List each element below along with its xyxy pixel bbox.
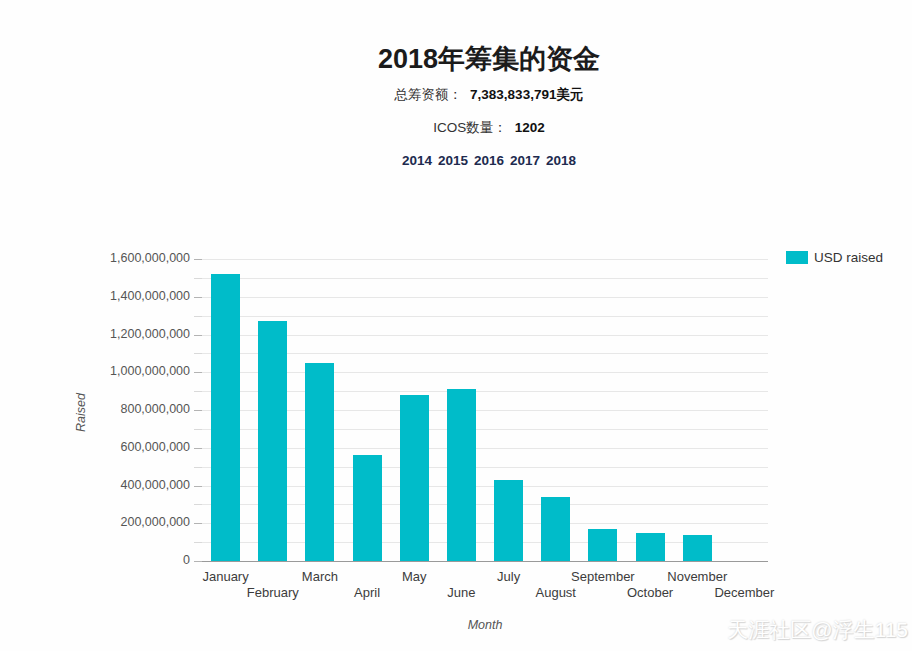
y-axis-minor-tick	[194, 278, 202, 279]
y-axis-major-tick	[194, 448, 202, 449]
bar-november[interactable]	[683, 535, 712, 561]
x-axis-label-july: July	[497, 569, 520, 584]
page-background: 2018年筹集的资金 总筹资额：7,383,833,791美元 ICOS数量：1…	[0, 0, 912, 651]
bar-september[interactable]	[588, 529, 617, 561]
bar-october[interactable]	[636, 533, 665, 561]
bar-august[interactable]	[541, 497, 570, 561]
gridline	[202, 259, 768, 260]
x-axis-label-september: September	[571, 569, 635, 584]
legend-label: USD raised	[814, 250, 883, 265]
y-axis-major-tick	[194, 523, 202, 524]
x-axis-line	[202, 561, 768, 562]
y-axis-tick-label: 200,000,000	[120, 515, 190, 529]
bar-june[interactable]	[447, 389, 476, 561]
y-axis-tick-label: 600,000,000	[120, 440, 190, 454]
x-axis-label-april: April	[354, 585, 380, 600]
y-axis-minor-tick	[194, 429, 202, 430]
x-axis-label-october: October	[627, 585, 673, 600]
watermark: 天涯社区@浮生115	[727, 616, 908, 644]
gridline	[202, 278, 768, 279]
x-axis-label-june: June	[447, 585, 475, 600]
y-axis-minor-tick	[194, 353, 202, 354]
y-axis-tick-label: 1,600,000,000	[110, 251, 190, 265]
gridline	[202, 316, 768, 317]
legend-swatch	[786, 251, 808, 264]
x-axis-label-november: November	[667, 569, 727, 584]
y-axis-major-tick	[194, 259, 202, 260]
x-axis-label-august: August	[536, 585, 576, 600]
y-axis-major-tick	[194, 297, 202, 298]
x-axis-label-december: December	[714, 585, 774, 600]
bar-january[interactable]	[211, 274, 240, 561]
y-axis-minor-tick	[194, 542, 202, 543]
x-axis-label-march: March	[302, 569, 338, 584]
y-axis-minor-tick	[194, 391, 202, 392]
y-axis-minor-tick	[194, 504, 202, 505]
y-axis-major-tick	[194, 410, 202, 411]
y-axis-tick-label: 400,000,000	[120, 478, 190, 492]
y-axis-minor-tick	[194, 467, 202, 468]
y-axis-major-tick	[194, 335, 202, 336]
y-axis-tick-label: 1,200,000,000	[110, 327, 190, 341]
bar-may[interactable]	[400, 395, 429, 561]
bar-chart: 0 200,000,000 400,000,000 600,000,000 800,00…	[0, 0, 912, 651]
y-axis-minor-tick	[194, 316, 202, 317]
y-axis-tick-label: 0	[183, 553, 190, 567]
y-axis-title: Raised	[74, 393, 88, 432]
y-axis-tick-label: 1,000,000,000	[110, 364, 190, 378]
y-axis-major-tick	[194, 561, 202, 562]
x-axis-label-january: January	[202, 569, 248, 584]
bar-april[interactable]	[353, 455, 382, 561]
y-axis-tick-label: 1,400,000,000	[110, 289, 190, 303]
x-axis-label-may: May	[402, 569, 427, 584]
y-axis-major-tick	[194, 372, 202, 373]
legend-item-usd-raised[interactable]: USD raised	[786, 250, 883, 265]
x-axis-title: Month	[468, 618, 503, 632]
x-axis-label-february: February	[247, 585, 299, 600]
bar-march[interactable]	[305, 363, 334, 561]
bar-july[interactable]	[494, 480, 523, 561]
y-axis-tick-label: 800,000,000	[120, 402, 190, 416]
gridline	[202, 297, 768, 298]
y-axis-major-tick	[194, 486, 202, 487]
bar-february[interactable]	[258, 321, 287, 561]
